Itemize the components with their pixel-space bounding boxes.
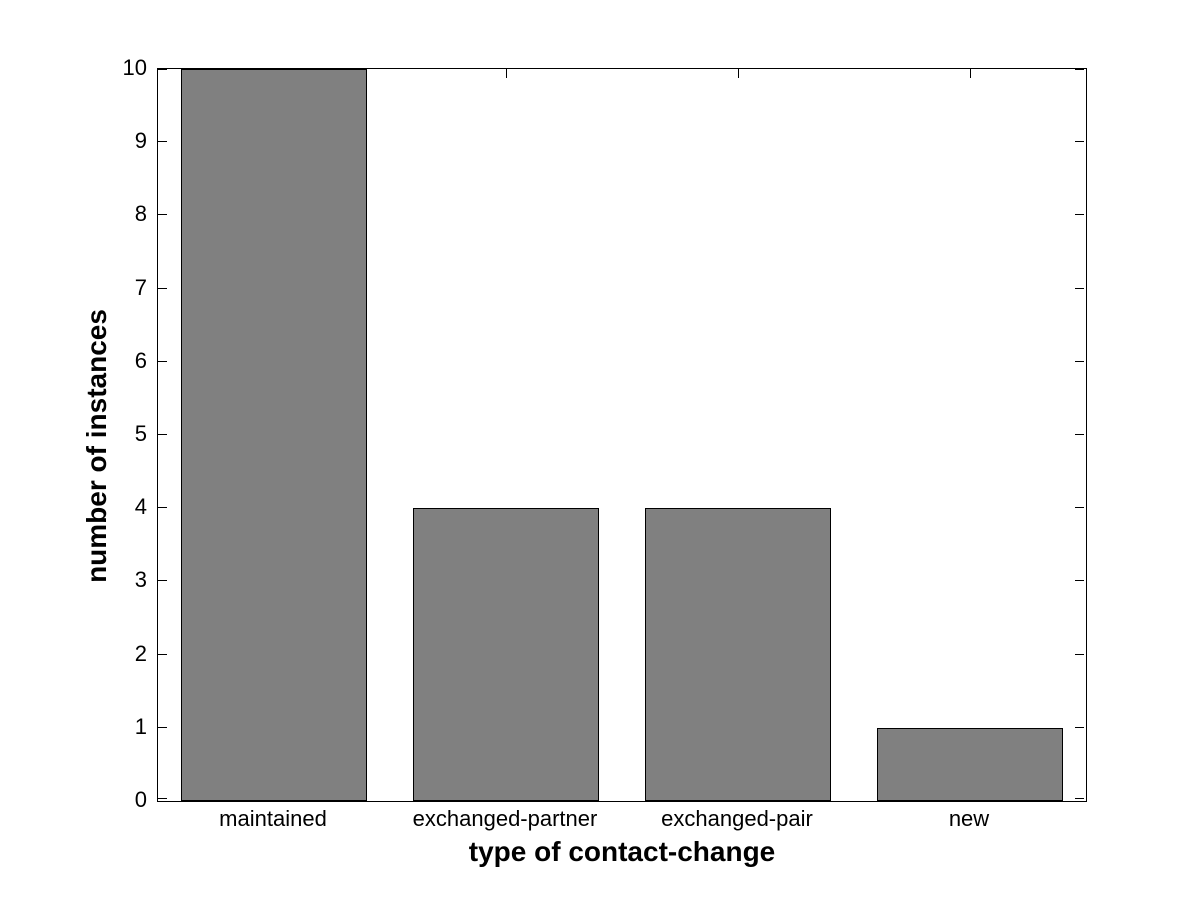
y-tick-right-6 [1075, 361, 1084, 362]
y-tick-left-10 [158, 69, 167, 70]
bar-exchanged-pair [645, 508, 831, 801]
x-tick-top-2 [738, 69, 739, 78]
y-tick-label-6: 6 [134, 348, 147, 373]
y-tick-label-0: 0 [134, 787, 147, 812]
bar-new [877, 728, 1063, 801]
y-tick-label-10: 10 [122, 55, 147, 80]
y-tick-left-1 [158, 727, 167, 728]
y-tick-label-4: 4 [134, 494, 147, 519]
y-tick-right-1 [1075, 727, 1084, 728]
y-tick-left-4 [158, 507, 167, 508]
x-tick-label-exchanged-partner: exchanged-partner [412, 806, 598, 831]
y-tick-label-5: 5 [134, 421, 147, 446]
y-tick-right-7 [1075, 288, 1084, 289]
y-tick-label-3: 3 [134, 567, 147, 592]
y-tick-right-5 [1075, 434, 1084, 435]
y-tick-label-2: 2 [134, 641, 147, 666]
y-tick-right-9 [1075, 141, 1084, 142]
x-tick-top-1 [506, 69, 507, 78]
y-tick-left-9 [158, 141, 167, 142]
y-tick-right-0 [1075, 798, 1084, 799]
x-tick-label-new: new [948, 806, 990, 831]
y-tick-label-1: 1 [134, 714, 147, 739]
y-tick-left-0 [158, 798, 167, 799]
y-tick-label-9: 9 [134, 128, 147, 153]
y-tick-left-7 [158, 288, 167, 289]
bar-exchanged-partner [413, 508, 599, 801]
x-tick-label-maintained: maintained [219, 806, 327, 831]
y-tick-right-10 [1075, 69, 1084, 70]
y-tick-left-2 [158, 654, 167, 655]
x-tick-top-3 [970, 69, 971, 78]
y-tick-left-5 [158, 434, 167, 435]
y-tick-label-8: 8 [134, 201, 147, 226]
y-tick-left-6 [158, 361, 167, 362]
plot-area [157, 68, 1087, 802]
bar-maintained [181, 69, 367, 801]
y-tick-left-3 [158, 580, 167, 581]
y-tick-right-4 [1075, 507, 1084, 508]
y-tick-left-8 [158, 214, 167, 215]
y-tick-right-8 [1075, 214, 1084, 215]
x-tick-label-exchanged-pair: exchanged-pair [661, 806, 813, 831]
x-axis-label: type of contact-change [468, 836, 776, 867]
y-tick-label-7: 7 [134, 275, 147, 300]
y-tick-right-3 [1075, 580, 1084, 581]
y-tick-right-2 [1075, 654, 1084, 655]
